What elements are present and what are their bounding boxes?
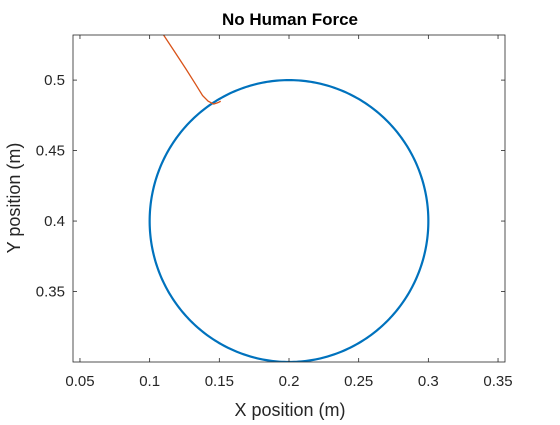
- x-tick-label: 0.35: [483, 373, 512, 390]
- x-tick-label: 0.15: [205, 373, 234, 390]
- x-axis-title: X position (m): [234, 400, 345, 420]
- x-tick-label: 0.3: [418, 373, 439, 390]
- y-tick-label: 0.4: [44, 213, 65, 230]
- y-tick-label: 0.35: [36, 284, 65, 301]
- x-tick-label: 0.2: [279, 373, 300, 390]
- chart-title: No Human Force: [222, 10, 358, 29]
- series-group: [148, 35, 430, 362]
- x-tick-label: 0.05: [65, 373, 94, 390]
- plot-layer: [148, 35, 430, 362]
- axes-background: [73, 35, 505, 362]
- circle-trajectory-line: [148, 78, 430, 362]
- axes-layer: 0.05 0.1 0.15 0.2 0.25 0.3 0.35 0.35 0.4 0.45 0.5: [36, 34, 513, 390]
- x-tick-label: 0.25: [344, 373, 373, 390]
- approach-trajectory-line: [163, 35, 222, 105]
- y-tick-label: 0.45: [36, 143, 65, 160]
- y-tick-label: 0.5: [44, 72, 65, 89]
- y-axis-title: Y position (m): [4, 143, 24, 254]
- x-tick-label: 0.1: [139, 373, 160, 390]
